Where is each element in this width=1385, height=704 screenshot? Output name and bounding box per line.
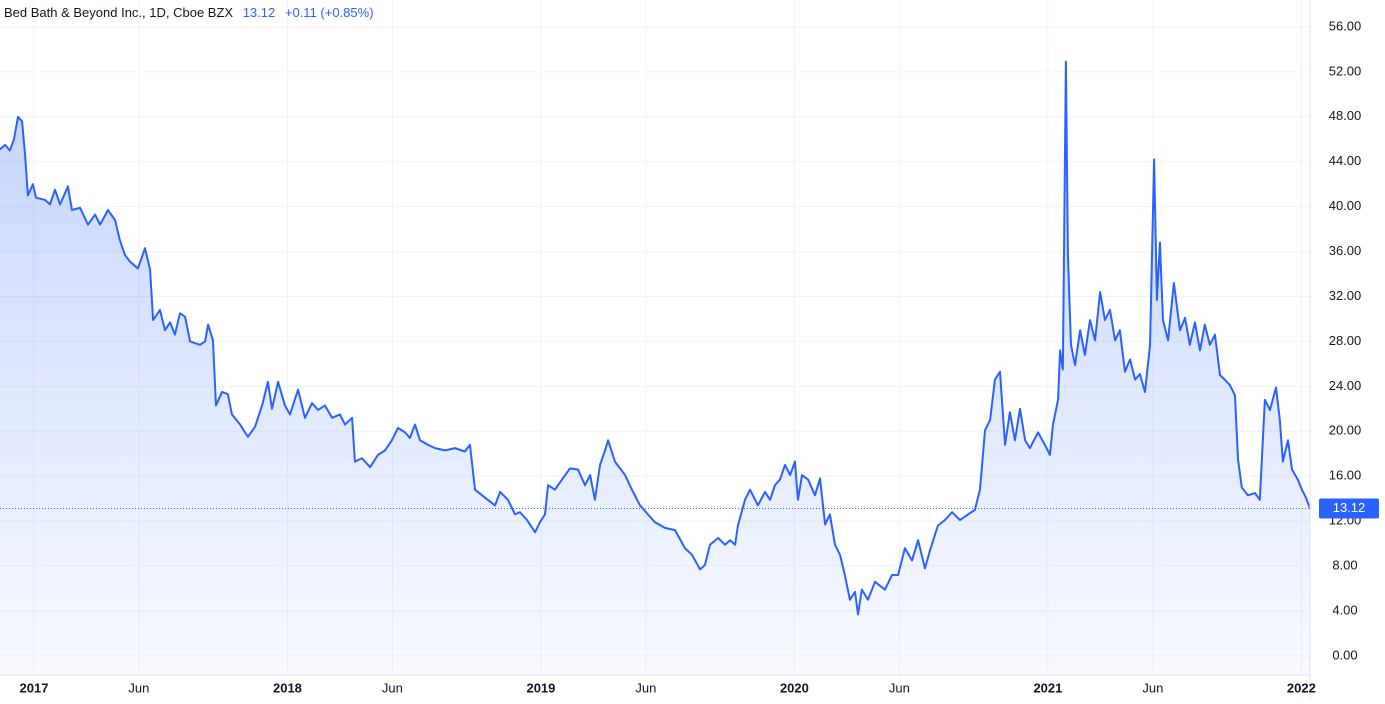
x-tick-label: Jun	[128, 680, 149, 695]
y-tick-label: 40.00	[1329, 198, 1362, 213]
area	[0, 61, 1310, 675]
x-tick-label: Jun	[889, 680, 910, 695]
y-tick-label: 8.00	[1332, 557, 1357, 572]
y-tick-label: 32.00	[1329, 288, 1362, 303]
y-tick-label: 24.00	[1329, 378, 1362, 393]
x-tick-label: Jun	[635, 680, 656, 695]
x-tick-label: 2018	[273, 680, 302, 695]
x-tick-label: 2021	[1033, 680, 1062, 695]
y-tick-label: 4.00	[1332, 602, 1357, 617]
y-tick-label: 20.00	[1329, 423, 1362, 438]
price-line	[0, 60, 1311, 616]
plot	[0, 60, 1311, 675]
y-tick-label: 52.00	[1329, 63, 1362, 78]
x-tick-label: 2022	[1287, 680, 1316, 695]
price-change: +0.11 (+0.85%)	[285, 5, 374, 20]
x-tick-label: 2020	[780, 680, 809, 695]
y-tick-label: 0.00	[1332, 647, 1357, 662]
y-tick-label: 56.00	[1329, 18, 1362, 33]
y-tick-label: 28.00	[1329, 333, 1362, 348]
x-tick-label: Jun	[1142, 680, 1163, 695]
last-price-label: 13.12	[1333, 500, 1366, 515]
symbol-title: Bed Bath & Beyond Inc., 1D, Cboe BZX	[4, 5, 233, 20]
axes: 0.004.008.0012.0016.0020.0024.0028.0032.…	[20, 18, 1379, 695]
last-price: 13.12	[243, 5, 276, 20]
y-tick-label: 36.00	[1329, 243, 1362, 258]
y-tick-label: 16.00	[1329, 468, 1362, 483]
y-tick-label: 44.00	[1329, 153, 1362, 168]
x-tick-label: 2017	[20, 680, 49, 695]
y-tick-label: 48.00	[1329, 108, 1362, 123]
header: Bed Bath & Beyond Inc., 1D, Cboe BZX 13.…	[4, 5, 374, 20]
x-tick-label: Jun	[382, 680, 403, 695]
last-price-tag	[1319, 498, 1379, 519]
x-tick-label: 2019	[526, 680, 555, 695]
